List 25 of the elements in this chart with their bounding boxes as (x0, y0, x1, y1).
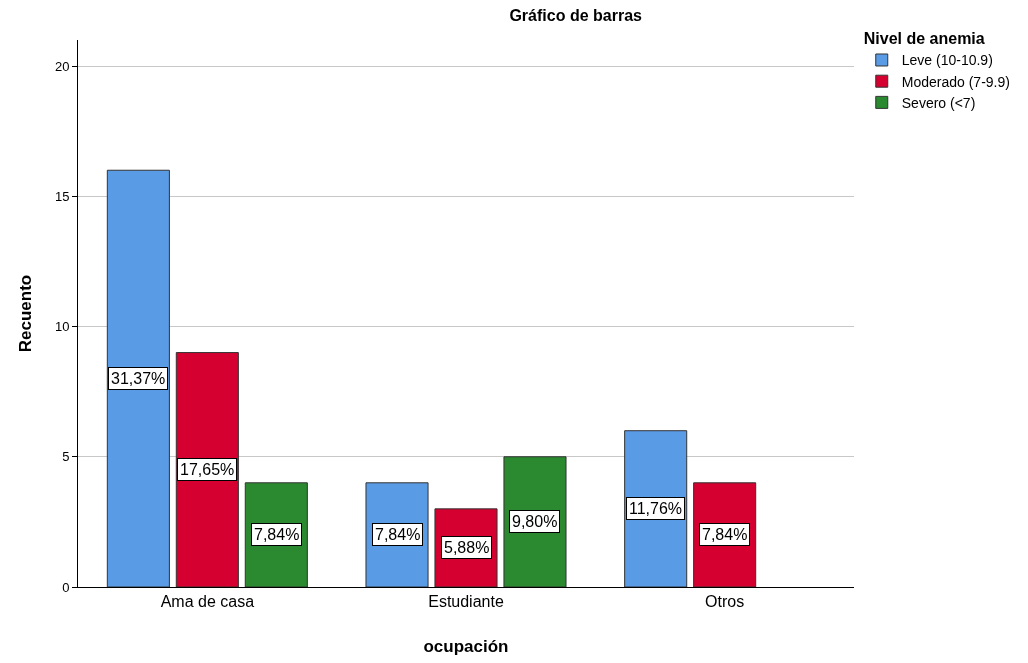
bar (175, 352, 239, 587)
legend-title: Nivel de anemia (863, 30, 985, 48)
annotation: 7,84% (254, 526, 300, 543)
legend-label: Moderado (7-9.9) (901, 73, 1010, 90)
annotation: 7,84% (702, 526, 748, 543)
y-tick-label: 0 (62, 579, 70, 595)
x-tick-label: Ama de casa (160, 593, 255, 611)
legend-label: Severo (<7) (901, 94, 976, 111)
annotation: 7,84% (375, 526, 421, 543)
annotation: 5,88% (444, 539, 490, 556)
y-tick-label: 15 (54, 188, 70, 204)
x-tick-label: Otros (705, 593, 745, 611)
legend-label: Leve (10-10.9) (901, 52, 993, 69)
annotation: 9,80% (512, 513, 558, 530)
chart-title: Gráfico de barras (509, 7, 643, 25)
y-tick-label: 20 (54, 58, 70, 74)
x-tick-label: Estudiante (428, 593, 504, 611)
annotation: 17,65% (180, 461, 235, 478)
y-tick-label: 5 (62, 449, 70, 465)
bar (106, 169, 170, 587)
annotation: 11,76% (629, 500, 683, 517)
x-axis-title: ocupación (423, 636, 509, 656)
y-axis-title: Recuento (16, 274, 36, 353)
y-tick-label: 10 (54, 319, 70, 335)
annotation: 31,37% (111, 370, 166, 387)
